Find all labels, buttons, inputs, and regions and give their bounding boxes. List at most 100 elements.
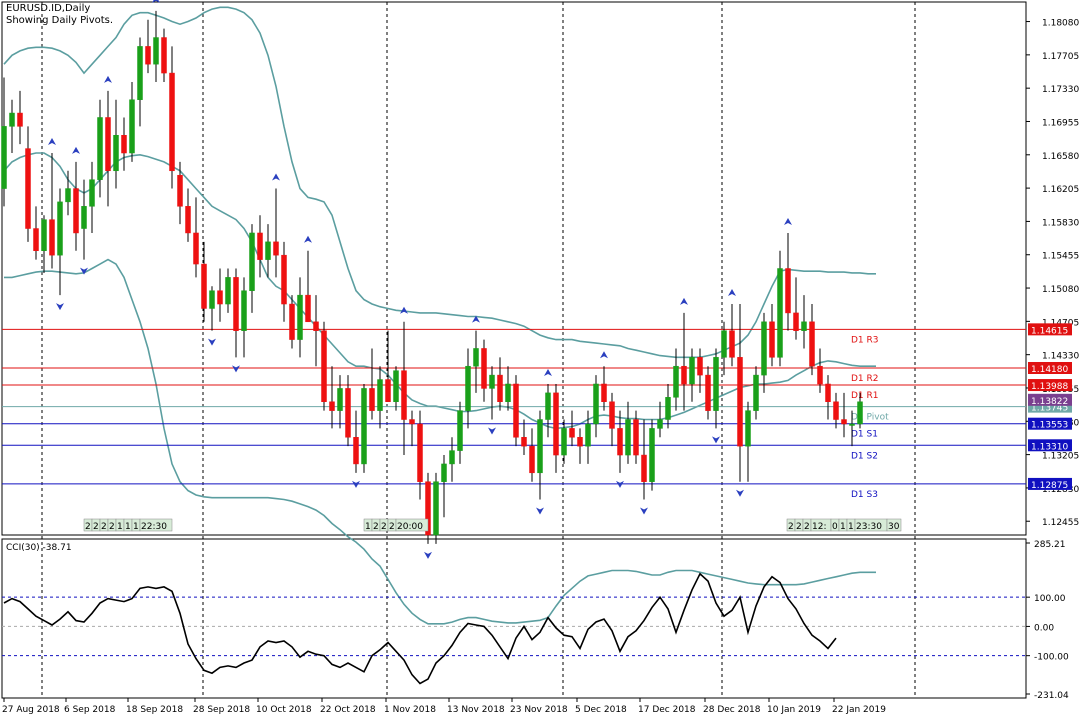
cci-panel-frame bbox=[1, 538, 1027, 699]
fractal-up-arrow bbox=[304, 235, 312, 243]
tick-marker-label: 1 bbox=[848, 522, 854, 532]
pivot-price-label: 1.14180 bbox=[1031, 365, 1068, 375]
candle-body bbox=[481, 348, 487, 389]
pivot-line-name: D1 R2 bbox=[851, 374, 879, 384]
candle-body bbox=[401, 370, 407, 420]
candle-body bbox=[697, 357, 703, 376]
candle-body bbox=[753, 374, 759, 411]
tick-marker-label: 2 bbox=[109, 522, 115, 532]
candle-body bbox=[257, 232, 263, 260]
cci-tick-label: 0.00 bbox=[1034, 623, 1054, 633]
price-tick-label: 1.13205 bbox=[1042, 452, 1079, 462]
tick-marker-label: 2 bbox=[381, 522, 387, 532]
candle-body bbox=[817, 365, 823, 385]
candle-body bbox=[585, 423, 591, 447]
pivot-line-name: D1 Pivot bbox=[851, 413, 889, 423]
date-tick-label: 27 Aug 2018 bbox=[2, 705, 60, 715]
candle-body bbox=[561, 428, 567, 456]
candle-body bbox=[505, 383, 511, 403]
candle-body bbox=[193, 232, 199, 265]
fractal-up-arrow bbox=[544, 368, 552, 376]
pivot-line-name: D1 S1 bbox=[851, 430, 878, 440]
candle-body bbox=[713, 357, 719, 411]
candle-body bbox=[145, 46, 151, 65]
price-tick-label: 1.15455 bbox=[1042, 252, 1079, 262]
candle-body bbox=[137, 46, 143, 100]
candle-body bbox=[337, 388, 343, 411]
date-tick-label: 6 Sep 2018 bbox=[64, 705, 116, 715]
fractal-up-arrow bbox=[400, 306, 408, 314]
fractal-down-arrow bbox=[208, 338, 216, 346]
cci-tick-label: 100.00 bbox=[1034, 594, 1066, 604]
current-price-tag bbox=[1028, 393, 1072, 406]
candle-body bbox=[737, 357, 743, 447]
candle-body bbox=[657, 419, 663, 429]
candle-body bbox=[689, 357, 695, 385]
tick-marker-label: 2 bbox=[389, 522, 395, 532]
fractal-up-arrow bbox=[680, 297, 688, 305]
candle-body bbox=[441, 463, 447, 482]
candle-body bbox=[537, 419, 543, 474]
cci-indicator-label: CCI(30) -38.71 bbox=[6, 543, 72, 553]
tick-marker-box bbox=[886, 518, 902, 532]
candle-body bbox=[177, 174, 183, 207]
candle-body bbox=[97, 117, 103, 180]
candle-body bbox=[433, 481, 439, 536]
tick-marker-label: 0 bbox=[832, 522, 838, 532]
chart-symbol-label: EURUSD.ID,Daily bbox=[6, 3, 91, 14]
candle-body bbox=[425, 481, 431, 536]
candle-body bbox=[777, 268, 783, 358]
tick-marker-label: 2 bbox=[101, 522, 107, 532]
price-tick-label: 1.12455 bbox=[1042, 518, 1079, 528]
candle-body bbox=[577, 437, 583, 447]
price-tick-label: 1.16205 bbox=[1042, 185, 1079, 195]
candle-body bbox=[377, 379, 383, 411]
pivot-price-label: 1.14615 bbox=[1031, 326, 1068, 336]
tick-marker-label: 22:30 bbox=[141, 522, 167, 532]
fractal-down-arrow bbox=[536, 507, 544, 515]
date-tick-label: 22 Jan 2019 bbox=[832, 705, 886, 715]
pivot-price-label: 1.13553 bbox=[1031, 421, 1068, 431]
candle-body bbox=[601, 383, 607, 403]
candle-body bbox=[233, 277, 239, 331]
candle-body bbox=[849, 423, 855, 426]
pivot-price-label: 1.13745 bbox=[1031, 404, 1068, 414]
tick-marker-label: 1 bbox=[125, 522, 131, 532]
candle-body bbox=[129, 99, 135, 154]
date-tick-label: 23 Nov 2018 bbox=[510, 705, 568, 715]
candle-body bbox=[241, 290, 247, 331]
candle-body bbox=[225, 277, 231, 305]
candle-body bbox=[633, 419, 639, 456]
fractal-down-arrow bbox=[640, 507, 648, 515]
pivot-price-label: 1.13310 bbox=[1031, 442, 1068, 452]
candle-body bbox=[33, 228, 39, 251]
chart-indicator-label: Showing Daily Pivots. bbox=[6, 15, 114, 26]
candle-body bbox=[489, 374, 495, 389]
candle-body bbox=[793, 312, 799, 331]
candle-body bbox=[457, 410, 463, 451]
tick-marker-label: 1 bbox=[133, 522, 139, 532]
fractal-down-arrow bbox=[56, 303, 64, 311]
date-tick-label: 28 Sep 2018 bbox=[193, 705, 250, 715]
candle-body bbox=[833, 401, 839, 420]
fractal-up-arrow bbox=[48, 138, 56, 146]
candle-body bbox=[417, 423, 423, 482]
current-price-label: 1.13822 bbox=[1031, 397, 1068, 407]
pivot-price-tag bbox=[1028, 379, 1072, 392]
candle-body bbox=[841, 419, 847, 425]
candle-body bbox=[361, 388, 367, 465]
pivot-line-name: D1 R3 bbox=[851, 335, 879, 345]
candle-body bbox=[545, 392, 551, 420]
fractal-down-arrow bbox=[712, 436, 720, 444]
candle-body bbox=[41, 219, 47, 251]
tick-marker-label: 2 bbox=[373, 522, 379, 532]
candle-body bbox=[721, 330, 727, 358]
pivot-price-label: 1.13988 bbox=[1031, 382, 1068, 392]
tick-marker-label: 20:00 bbox=[397, 522, 423, 532]
candle-body bbox=[289, 303, 295, 340]
candle-body bbox=[473, 348, 479, 367]
candle-body bbox=[825, 383, 831, 403]
candle-body bbox=[73, 188, 79, 234]
cci-tick-label: 285.21 bbox=[1034, 540, 1066, 550]
candle-body bbox=[305, 294, 311, 323]
